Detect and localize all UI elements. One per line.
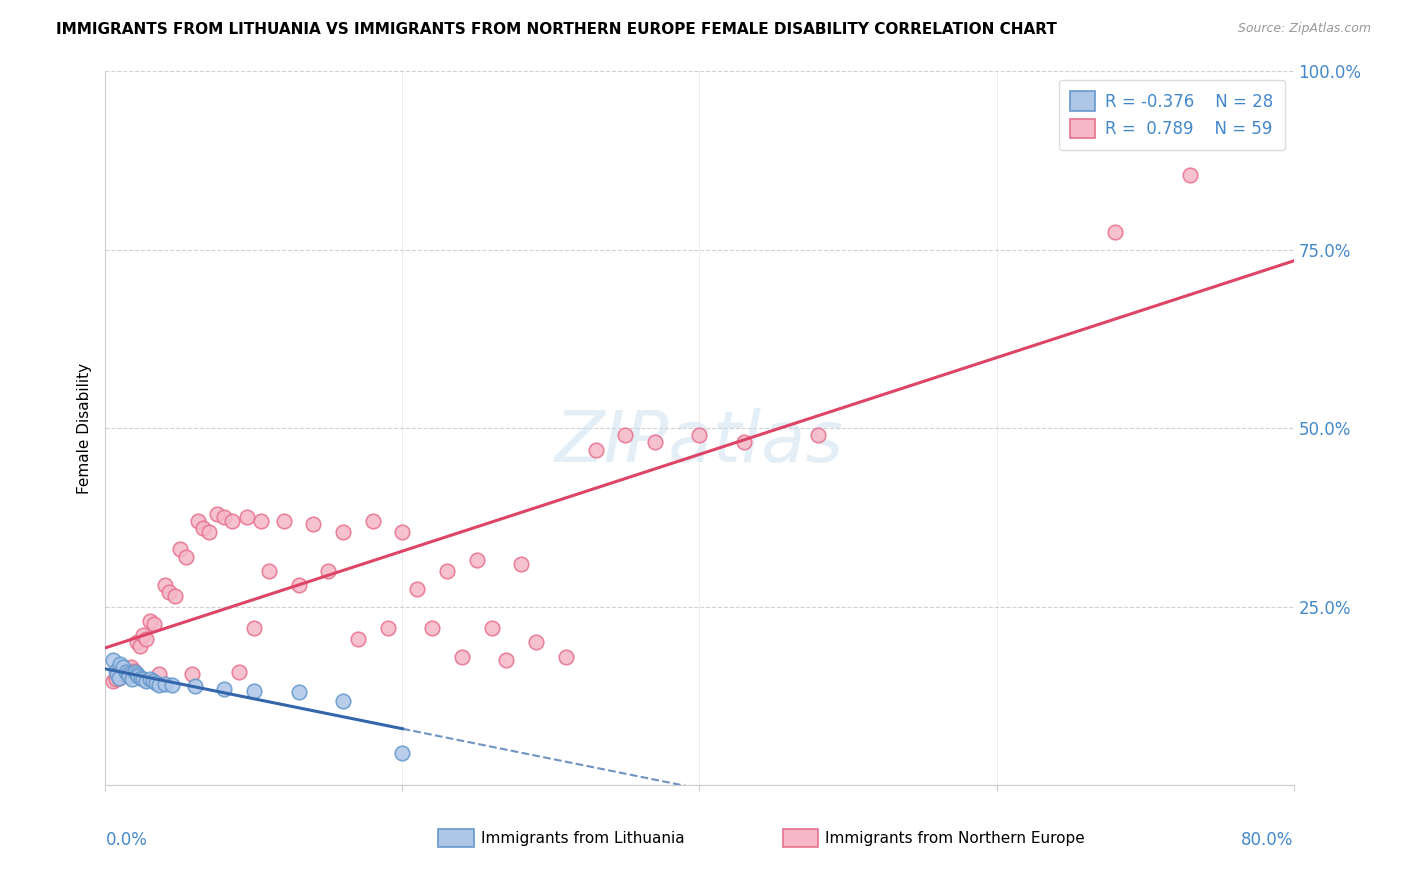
Point <box>120 660 142 674</box>
Point <box>174 549 197 564</box>
Point <box>165 589 187 603</box>
Text: 80.0%: 80.0% <box>1241 831 1294 849</box>
Point <box>614 428 637 442</box>
Point <box>153 676 176 690</box>
Point <box>465 553 488 567</box>
Point <box>585 442 607 457</box>
Point <box>131 628 153 642</box>
Point <box>391 524 413 539</box>
Point <box>391 746 413 760</box>
Text: ZIPatlas: ZIPatlas <box>555 408 844 477</box>
Point <box>122 664 145 678</box>
Point <box>205 507 228 521</box>
Point <box>287 578 309 592</box>
Point <box>377 621 399 635</box>
Point <box>101 653 124 667</box>
Point <box>131 673 153 687</box>
Point <box>125 667 148 681</box>
Point <box>1178 168 1201 182</box>
Text: IMMIGRANTS FROM LITHUANIA VS IMMIGRANTS FROM NORTHERN EUROPE FEMALE DISABILITY C: IMMIGRANTS FROM LITHUANIA VS IMMIGRANTS … <box>56 22 1057 37</box>
Point <box>101 674 124 689</box>
Point <box>316 564 339 578</box>
Point <box>406 582 429 596</box>
Point <box>689 428 711 442</box>
Bar <box>439 830 474 847</box>
Point <box>135 632 157 646</box>
Point <box>214 510 236 524</box>
Point <box>110 657 132 671</box>
Point <box>143 617 166 632</box>
Point <box>112 660 135 674</box>
Point <box>148 667 170 681</box>
Point <box>162 678 184 692</box>
Point <box>554 649 576 664</box>
Point <box>287 685 309 699</box>
Point <box>193 521 215 535</box>
Point <box>104 664 127 678</box>
Point <box>157 585 180 599</box>
Point <box>108 671 131 685</box>
Point <box>169 542 191 557</box>
Legend: R = -0.376    N = 28, R =  0.789    N = 59: R = -0.376 N = 28, R = 0.789 N = 59 <box>1059 79 1285 150</box>
Point <box>108 671 131 685</box>
Point <box>135 674 157 689</box>
Point <box>117 667 139 681</box>
Point <box>332 524 354 539</box>
Point <box>228 665 250 680</box>
Text: Source: ZipAtlas.com: Source: ZipAtlas.com <box>1237 22 1371 36</box>
Point <box>198 524 221 539</box>
Point <box>183 680 205 694</box>
Point <box>125 635 148 649</box>
Point <box>111 667 134 681</box>
Text: 0.0%: 0.0% <box>105 831 148 849</box>
Point <box>148 678 170 692</box>
Point <box>127 669 149 683</box>
Point <box>524 635 547 649</box>
Point <box>221 514 243 528</box>
Point <box>104 673 127 687</box>
Point <box>450 649 472 664</box>
Point <box>257 564 280 578</box>
Point <box>1104 225 1126 239</box>
Point <box>128 639 150 653</box>
Point <box>235 510 257 524</box>
Point <box>117 667 139 681</box>
Point <box>186 514 208 528</box>
Point <box>361 514 384 528</box>
Point <box>250 514 273 528</box>
Point <box>273 514 295 528</box>
Point <box>302 517 325 532</box>
Point <box>481 621 503 635</box>
Point <box>420 621 443 635</box>
Point <box>121 673 143 687</box>
Point <box>436 564 458 578</box>
Point <box>139 673 162 687</box>
Point <box>180 667 202 681</box>
Point <box>214 681 236 696</box>
Point <box>129 671 152 685</box>
Point <box>105 667 128 681</box>
Point <box>243 621 266 635</box>
Text: Immigrants from Northern Europe: Immigrants from Northern Europe <box>825 831 1085 846</box>
Point <box>153 578 176 592</box>
Point <box>332 694 354 708</box>
Y-axis label: Female Disability: Female Disability <box>77 362 93 494</box>
Point <box>243 683 266 698</box>
Point <box>347 632 370 646</box>
Point <box>114 664 136 678</box>
Point <box>510 557 533 571</box>
Text: Immigrants from Lithuania: Immigrants from Lithuania <box>481 831 685 846</box>
Point <box>733 435 755 450</box>
Point <box>142 674 165 689</box>
Bar <box>783 830 818 847</box>
Point <box>145 676 167 690</box>
Point <box>495 653 517 667</box>
Point <box>644 435 666 450</box>
Point <box>124 665 146 680</box>
Point <box>139 614 162 628</box>
Point <box>115 665 138 680</box>
Point <box>807 428 830 442</box>
Point <box>118 669 141 683</box>
